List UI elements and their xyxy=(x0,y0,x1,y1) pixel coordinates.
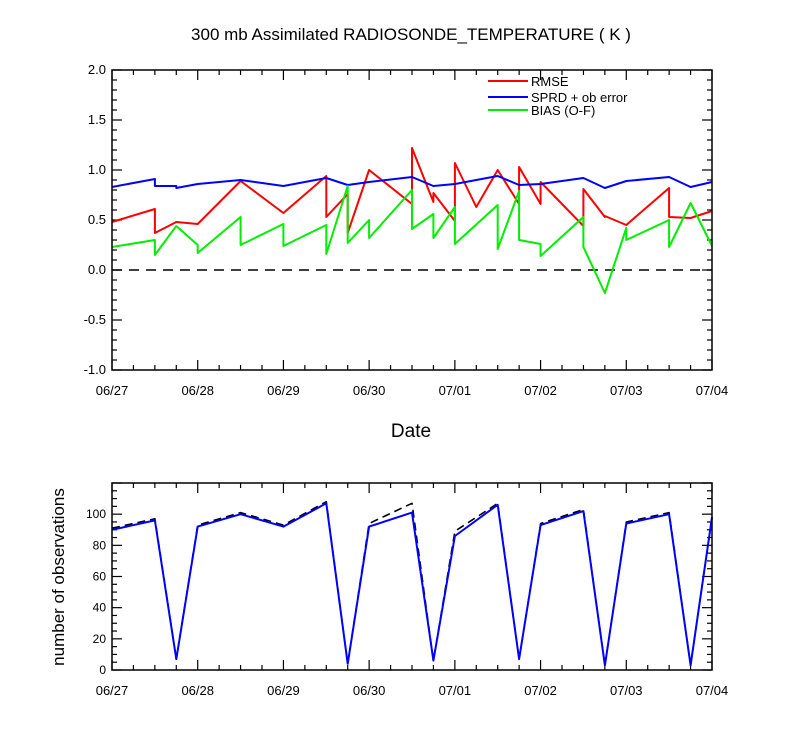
y-tick-label: 40 xyxy=(93,601,107,615)
legend-label-sprd: SPRD + ob error xyxy=(531,90,628,105)
legend-label-bias: BIAS (O-F) xyxy=(531,103,595,118)
y-tick-label: 80 xyxy=(93,538,107,552)
bottom-panel: 0 20 40 60 80 100 06/27 06/28 06/29 06/30 07/01 07… xyxy=(49,482,729,698)
chart-title: 300 mb Assimilated RADIOSONDE_TEMPERATUR… xyxy=(191,25,631,44)
top-x-tick-labels: 06/27 06/28 06/29 06/30 07/01 07/02 07/03 07/04 xyxy=(96,383,729,398)
top-series-group xyxy=(111,147,713,294)
x-tick-label: 07/01 xyxy=(439,383,472,398)
legend: RMSE SPRD + ob error BIAS (O-F) xyxy=(488,74,628,118)
x-tick-label: 06/29 xyxy=(267,683,300,698)
x-tick-label: 07/04 xyxy=(696,383,729,398)
x-tick-label: 06/28 xyxy=(181,683,214,698)
x-tick-label: 07/02 xyxy=(524,683,557,698)
bottom-y-tick-labels: 0 20 40 60 80 100 xyxy=(86,507,106,677)
y-tick-label: 1.0 xyxy=(88,162,106,177)
top-y-tick-labels: -1.0 -0.5 0.0 0.5 1.0 1.5 2.0 xyxy=(84,62,106,377)
x-tick-label: 07/02 xyxy=(524,383,557,398)
y-tick-label: 1.5 xyxy=(88,112,106,127)
x-tick-label: 06/30 xyxy=(353,683,386,698)
y-tick-label: -0.5 xyxy=(84,312,106,327)
x-tick-label: 07/04 xyxy=(696,683,729,698)
series-line-2 xyxy=(111,502,713,667)
y-tick-label: 60 xyxy=(93,570,107,584)
x-tick-label: 06/28 xyxy=(181,383,214,398)
top-panel: -1.0-0.50.00.51.01.52.0 06/27 06/28 06/29 0… xyxy=(84,62,729,442)
y-tick-label: 100 xyxy=(86,507,106,521)
bottom-series-group xyxy=(111,500,713,667)
bottom-x-tick-labels: 06/27 06/28 06/29 06/30 07/01 07/02 07/03 07/04 xyxy=(96,683,729,698)
x-tick-label: 06/30 xyxy=(353,383,386,398)
bottom-plot-frame xyxy=(111,482,713,671)
x-tick-label: 06/29 xyxy=(267,383,300,398)
y-tick-label: 0 xyxy=(99,663,106,677)
series-line-3 xyxy=(111,185,713,294)
x-tick-label: 07/01 xyxy=(439,683,472,698)
legend-label-rmse: RMSE xyxy=(531,74,569,89)
x-tick-label: 07/03 xyxy=(610,383,643,398)
y-tick-label: -1.0 xyxy=(84,362,106,377)
y-tick-label: 2.0 xyxy=(88,62,106,77)
x-tick-label: 07/03 xyxy=(610,683,643,698)
top-plot-frame xyxy=(111,69,713,371)
x-axis-label: Date xyxy=(391,421,431,442)
y-tick-label: 20 xyxy=(93,632,107,646)
bottom-axes-ticks xyxy=(111,482,713,671)
x-tick-label: 06/27 xyxy=(96,383,129,398)
y-tick-label: 0.5 xyxy=(88,212,106,227)
x-tick-label: 06/27 xyxy=(96,683,129,698)
series-line-2 xyxy=(111,175,713,189)
y-axis-label-observations: number of observations xyxy=(49,488,68,666)
y-tick-label: 0.0 xyxy=(88,262,106,277)
